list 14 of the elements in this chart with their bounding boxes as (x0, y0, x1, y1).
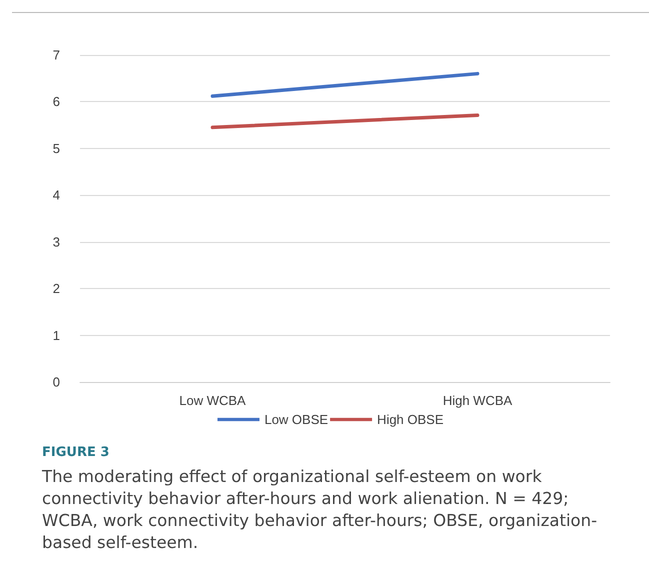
y-tick-label: 3 (52, 234, 60, 250)
y-tick-label: 5 (52, 140, 60, 156)
y-tick-label: 7 (52, 48, 60, 62)
caption: FIGURE 3 (42, 445, 110, 460)
legend-label: High OBSE (377, 412, 444, 427)
y-tick-label: 0 (52, 374, 60, 390)
y-tick-label: 2 (52, 281, 60, 296)
text: The moderating effect of organizational self-esteem on work connectivity behavior after-hours and work alienation. N = 429; WCBA, work connectivity behavior after-hours; OBSE, organization-based self-esteem. (42, 466, 598, 554)
legend-label: Low OBSE (264, 412, 328, 427)
y-tick-label: 6 (52, 94, 60, 110)
x-tick-label: High WCBA (442, 393, 512, 408)
y-tick-label: 1 (52, 328, 60, 343)
x-tick-label: Low WCBA (179, 393, 246, 408)
y-tick-label: 4 (52, 188, 60, 203)
